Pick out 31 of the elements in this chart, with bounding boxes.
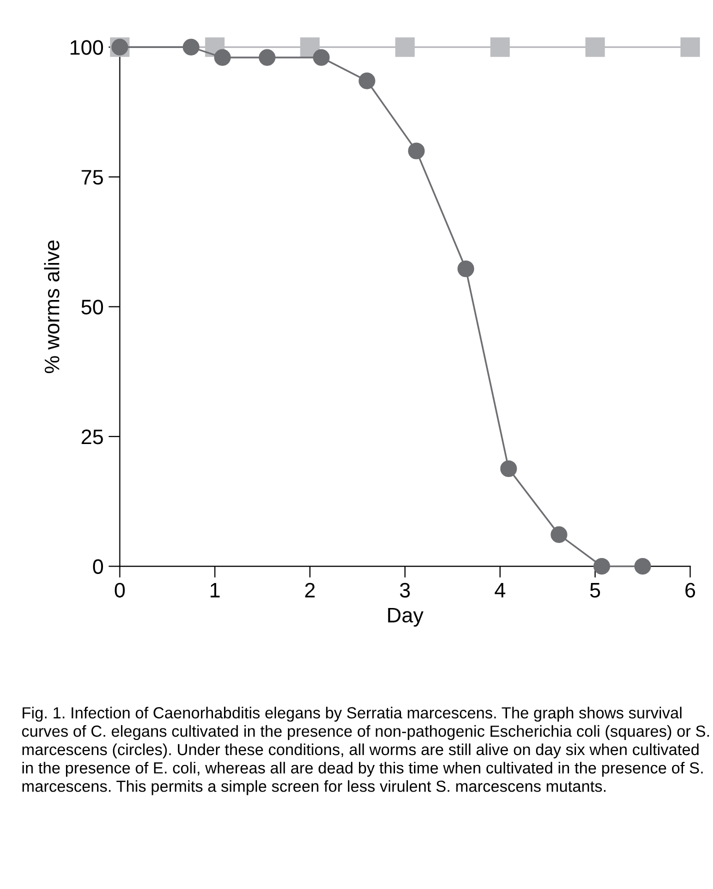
y-tick-label: 0	[93, 559, 103, 574]
point	[457, 260, 474, 278]
point	[408, 142, 425, 160]
y-tick-label: 100	[70, 40, 103, 55]
point	[395, 37, 415, 57]
x-axis-title: Day	[388, 608, 424, 627]
point	[550, 526, 568, 543]
point	[358, 72, 376, 90]
point	[258, 49, 276, 66]
point	[593, 558, 610, 575]
y-tick-label: 25	[82, 430, 103, 444]
caption: Fig. 1. Infection of Caenorhabditis elegans by Serratia marcescens. The graph shows survival curves of C. elegans cultivated in the presence of non-pathogenic Escherichia coli (squares) or S. marcescens (circles). Under these conditions, all worms are still alive on day six when cultivated in the presence of E. coli, whereas all are dead by this time when cultivated in the presence of S. marcescens. This permits a simple screen for less virulent S. marcescens mutants.	[22, 706, 709, 796]
point	[680, 37, 700, 57]
x-tick-label: 0	[114, 582, 125, 598]
point	[214, 49, 231, 66]
x-tick-label: 5	[590, 583, 600, 598]
x-tick-label: 2	[305, 582, 315, 598]
point	[312, 49, 330, 66]
point	[300, 37, 320, 57]
y-tick-label: 75	[82, 170, 103, 185]
x-tick-label: 3	[400, 582, 410, 598]
x-tick-label: 6	[685, 582, 696, 598]
x-tick-label: 1	[210, 583, 220, 598]
y-axis-title: % worms alive	[44, 240, 60, 374]
point	[585, 37, 605, 57]
point	[634, 558, 651, 575]
point	[182, 38, 200, 56]
y-tick-label: 50	[81, 300, 103, 314]
point	[490, 37, 510, 57]
point	[500, 460, 517, 478]
x-tick-label: 4	[494, 583, 506, 598]
